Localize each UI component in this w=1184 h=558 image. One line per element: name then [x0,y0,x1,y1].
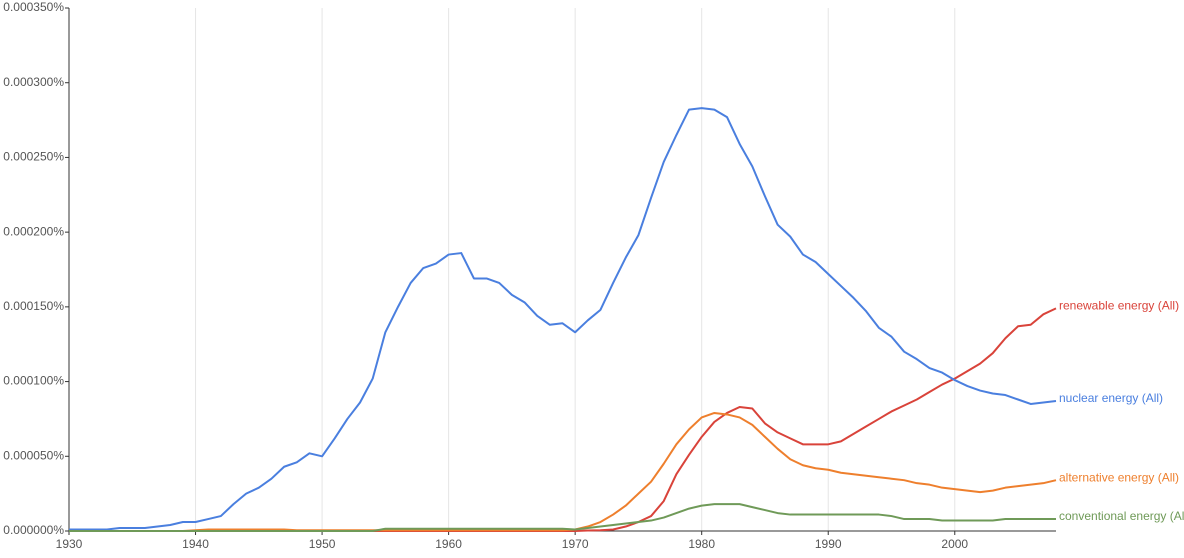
series-line [69,107,1057,531]
y-tick-label: 0.000150% [3,299,64,313]
y-tick-label: 0.000050% [3,448,64,462]
y-tick-label: 0.000100% [3,374,64,388]
y-tick-label: 0.000200% [3,224,64,238]
x-tick-label: 1990 [815,537,842,551]
y-tick-label: 0.000300% [3,75,64,89]
series-label: renewable energy (All) [1059,299,1179,313]
x-tick-label: 1930 [56,537,83,551]
x-tick-label: 1980 [688,537,715,551]
series-label: conventional energy (All) [1059,509,1184,523]
series-label: nuclear energy (All) [1059,391,1163,405]
x-tick-label: 1940 [182,537,209,551]
series-line [69,307,1057,532]
y-tick-label: 0.000000% [3,523,64,537]
series-line [69,411,1057,532]
x-tick-label: 1950 [309,537,336,551]
y-tick-label: 0.000350% [3,0,64,14]
y-tick-label: 0.000250% [3,150,64,164]
x-tick-label: 2000 [941,537,968,551]
series-label: alternative energy (All) [1059,470,1179,484]
x-tick-label: 1960 [435,537,462,551]
x-tick-label: 1970 [562,537,589,551]
series-line [69,503,1056,532]
